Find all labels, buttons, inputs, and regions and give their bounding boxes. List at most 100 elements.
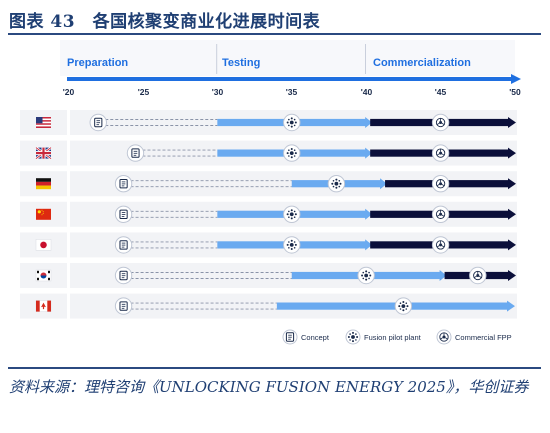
china-flag xyxy=(36,208,51,220)
flag-stripe xyxy=(36,185,51,190)
tick-label: '20 xyxy=(63,87,75,97)
phase-label-commercialization: Commercialization xyxy=(373,57,471,69)
tick-label: '30 xyxy=(212,87,224,97)
flag-cross xyxy=(36,152,51,155)
flag-stripe xyxy=(36,121,51,124)
pilot-plant-icon xyxy=(357,266,375,285)
commercial-fpp-icon xyxy=(469,266,487,285)
flag-trigram xyxy=(48,277,50,281)
commercial-arrowhead xyxy=(508,117,516,128)
flag-stripe xyxy=(36,178,51,182)
flag-stripe xyxy=(36,123,51,125)
concept-icon xyxy=(119,240,128,250)
flag-band xyxy=(47,300,51,312)
flag-trigram xyxy=(48,270,50,274)
commercial-arrowhead xyxy=(508,147,516,159)
concept-icon xyxy=(119,270,128,281)
south-korea-flag xyxy=(35,269,52,282)
commercial-arrowhead xyxy=(508,178,516,190)
country-row xyxy=(20,293,517,319)
concept-icon xyxy=(114,266,133,285)
pilot-plant-icon xyxy=(283,205,301,224)
legend-label: Commercial FPP xyxy=(455,333,512,342)
concept-icon xyxy=(119,301,128,311)
flag-field xyxy=(36,208,51,220)
flag-disc xyxy=(40,241,47,249)
commercial-fpp-icon xyxy=(431,113,450,132)
flag-star xyxy=(41,214,43,216)
source-note: 资料来源：理特咨询《UNLOCKING FUSION ENERGY 2025》，… xyxy=(9,378,529,396)
canada-flag xyxy=(35,300,52,312)
commercial-fpp-icon xyxy=(431,236,450,254)
uk-flag xyxy=(35,146,52,160)
country-row xyxy=(20,140,517,166)
phase-label-testing: Testing xyxy=(222,57,260,69)
commercial-arrowhead xyxy=(508,208,516,220)
flag-star xyxy=(41,209,43,211)
pilot-plant-icon xyxy=(327,175,346,193)
flag-taegeuk xyxy=(40,272,47,276)
flag-stripe xyxy=(36,118,51,121)
flag-stripe xyxy=(36,120,51,122)
tick-label: '50 xyxy=(509,87,521,97)
legend-item-concept: Concept xyxy=(282,329,330,345)
phase-header-band xyxy=(60,40,515,76)
testing-bar xyxy=(276,302,508,310)
pilot-plant-icon xyxy=(394,297,413,315)
tick-label: '35 xyxy=(286,87,298,97)
concept-icon xyxy=(131,148,140,158)
concept-icon xyxy=(126,144,145,162)
phase-header: Preparation Testing Commercialization xyxy=(60,40,521,84)
testing-arrowhead xyxy=(380,178,388,190)
flag-trigram xyxy=(37,277,39,281)
figure-title: 图表 43 各国核聚变商业化进展时间表 xyxy=(9,12,321,32)
timeline-arrowhead xyxy=(511,74,521,84)
concept-icon xyxy=(89,113,107,132)
flag-canton xyxy=(36,117,43,124)
testing-arrowhead xyxy=(365,208,373,220)
legend-label: Fusion pilot plant xyxy=(364,333,422,342)
flag-leaf xyxy=(41,302,46,310)
concept-icon xyxy=(114,297,133,315)
tick-label: '45 xyxy=(435,87,447,97)
flag-star xyxy=(37,210,41,214)
commercial-arrowhead xyxy=(508,239,516,251)
concept-icon xyxy=(114,205,133,224)
concept-icon xyxy=(119,209,128,219)
phase-label-preparation: Preparation xyxy=(67,57,128,69)
concept-icon xyxy=(119,179,128,189)
source-rule xyxy=(8,367,541,369)
flag-trigram xyxy=(37,270,39,274)
country-row xyxy=(20,171,517,197)
commercial-fpp-icon xyxy=(431,144,450,162)
flag-stripe xyxy=(36,126,51,128)
country-row xyxy=(20,232,517,258)
flag-star xyxy=(42,211,44,213)
tick-label: '25 xyxy=(138,87,150,97)
pilot-plant-icon xyxy=(283,144,301,162)
legend-item-commercial-fpp: Commercial FPP xyxy=(436,329,512,345)
us-flag xyxy=(36,117,51,128)
concept-icon xyxy=(114,175,133,193)
country-row xyxy=(20,110,517,135)
flag-stripe xyxy=(36,181,51,186)
testing-arrowhead xyxy=(439,270,447,281)
concept-icon xyxy=(285,332,295,342)
tick-label: '40 xyxy=(361,87,373,97)
testing-arrowhead xyxy=(507,300,515,312)
legend-label: Concept xyxy=(301,333,330,342)
commercial-fpp-icon xyxy=(431,205,450,224)
country-row xyxy=(20,201,517,227)
concept-icon xyxy=(114,236,133,254)
japan-flag xyxy=(35,239,52,251)
legend-item-pilot-plant: Fusion pilot plant xyxy=(345,329,422,345)
testing-arrowhead xyxy=(365,239,373,251)
germany-flag xyxy=(36,178,51,190)
flag-star xyxy=(42,212,44,214)
country-rows xyxy=(20,110,517,319)
commercial-fpp-icon xyxy=(431,175,450,193)
title-rule xyxy=(8,33,541,35)
country-row xyxy=(20,263,517,288)
pilot-plant-icon xyxy=(283,236,301,254)
flag-stripe xyxy=(36,117,51,119)
